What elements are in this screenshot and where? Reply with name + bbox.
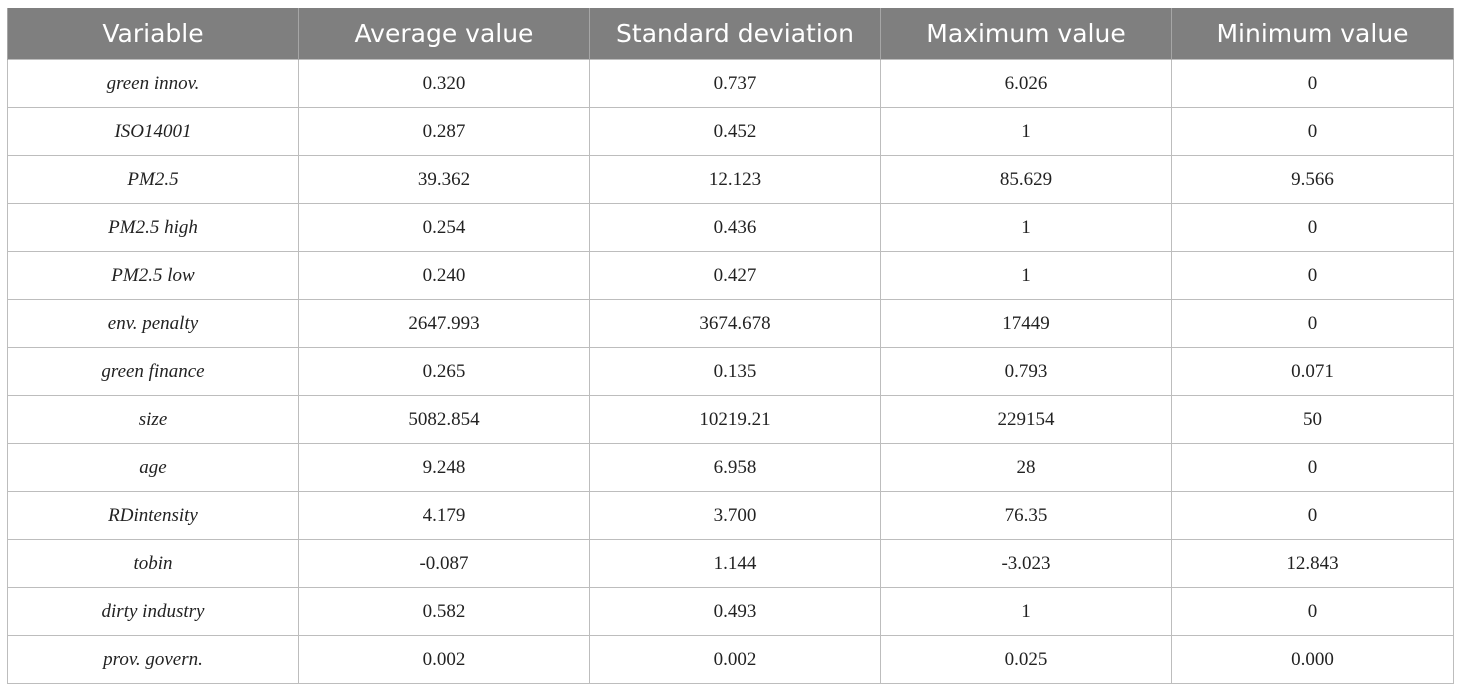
cell-maximum-value: 17449 (880, 299, 1172, 348)
cell-variable: age (7, 443, 299, 492)
table-row: PM2.5 39.362 12.123 85.629 9.566 (7, 155, 1454, 204)
table-row: green innov. 0.320 0.737 6.026 0 (7, 59, 1454, 108)
table-row: prov. govern. 0.002 0.002 0.025 0.000 (7, 635, 1454, 684)
cell-average-value: 39.362 (298, 155, 590, 204)
cell-minimum-value: 50 (1171, 395, 1454, 444)
table-row: size 5082.854 10219.21 229154 50 (7, 395, 1454, 444)
table-row: green finance 0.265 0.135 0.793 0.071 (7, 347, 1454, 396)
cell-average-value: 0.582 (298, 587, 590, 636)
table-row: env. penalty 2647.993 3674.678 17449 0 (7, 299, 1454, 348)
cell-standard-deviation: 3.700 (589, 491, 881, 540)
table-header: Variable Average value Standard deviatio… (7, 8, 1454, 60)
descriptive-statistics-table: Variable Average value Standard deviatio… (7, 8, 1454, 684)
cell-variable: green innov. (7, 59, 299, 108)
cell-minimum-value: 0 (1171, 59, 1454, 108)
cell-standard-deviation: 0.493 (589, 587, 881, 636)
header-minimum-value: Minimum value (1171, 8, 1454, 60)
cell-standard-deviation: 6.958 (589, 443, 881, 492)
cell-maximum-value: 1 (880, 203, 1172, 252)
cell-minimum-value: 0 (1171, 107, 1454, 156)
cell-maximum-value: 229154 (880, 395, 1172, 444)
cell-minimum-value: 0 (1171, 443, 1454, 492)
cell-average-value: 0.265 (298, 347, 590, 396)
cell-maximum-value: 28 (880, 443, 1172, 492)
cell-variable: env. penalty (7, 299, 299, 348)
cell-standard-deviation: 0.135 (589, 347, 881, 396)
table-row: RDintensity 4.179 3.700 76.35 0 (7, 491, 1454, 540)
statistics-table-container: Variable Average value Standard deviatio… (7, 8, 1454, 684)
table-row: PM2.5 low 0.240 0.427 1 0 (7, 251, 1454, 300)
cell-standard-deviation: 12.123 (589, 155, 881, 204)
header-row: Variable Average value Standard deviatio… (7, 8, 1454, 60)
cell-variable: PM2.5 (7, 155, 299, 204)
cell-variable: dirty industry (7, 587, 299, 636)
cell-average-value: 4.179 (298, 491, 590, 540)
cell-maximum-value: 76.35 (880, 491, 1172, 540)
header-variable: Variable (7, 8, 299, 60)
cell-average-value: 5082.854 (298, 395, 590, 444)
cell-standard-deviation: 0.002 (589, 635, 881, 684)
cell-minimum-value: 0 (1171, 203, 1454, 252)
cell-maximum-value: 1 (880, 587, 1172, 636)
table-row: dirty industry 0.582 0.493 1 0 (7, 587, 1454, 636)
cell-average-value: 0.320 (298, 59, 590, 108)
cell-variable: PM2.5 low (7, 251, 299, 300)
cell-variable: PM2.5 high (7, 203, 299, 252)
table-body: green innov. 0.320 0.737 6.026 0 ISO14001 0.28… (7, 59, 1454, 684)
cell-variable: RDintensity (7, 491, 299, 540)
cell-maximum-value: 1 (880, 107, 1172, 156)
cell-minimum-value: 0.000 (1171, 635, 1454, 684)
cell-variable: green finance (7, 347, 299, 396)
cell-maximum-value: 1 (880, 251, 1172, 300)
cell-minimum-value: 0.071 (1171, 347, 1454, 396)
cell-average-value: -0.087 (298, 539, 590, 588)
cell-standard-deviation: 3674.678 (589, 299, 881, 348)
cell-minimum-value: 0 (1171, 491, 1454, 540)
cell-maximum-value: -3.023 (880, 539, 1172, 588)
table-row: tobin -0.087 1.144 -3.023 12.843 (7, 539, 1454, 588)
cell-standard-deviation: 0.452 (589, 107, 881, 156)
cell-average-value: 0.254 (298, 203, 590, 252)
cell-maximum-value: 85.629 (880, 155, 1172, 204)
cell-maximum-value: 6.026 (880, 59, 1172, 108)
table-row: ISO14001 0.287 0.452 1 0 (7, 107, 1454, 156)
cell-average-value: 9.248 (298, 443, 590, 492)
header-average-value: Average value (298, 8, 590, 60)
cell-average-value: 0.240 (298, 251, 590, 300)
table-row: PM2.5 high 0.254 0.436 1 0 (7, 203, 1454, 252)
cell-minimum-value: 12.843 (1171, 539, 1454, 588)
cell-standard-deviation: 10219.21 (589, 395, 881, 444)
header-standard-deviation: Standard deviation (589, 8, 881, 60)
cell-variable: size (7, 395, 299, 444)
cell-average-value: 0.002 (298, 635, 590, 684)
cell-standard-deviation: 0.436 (589, 203, 881, 252)
cell-maximum-value: 0.025 (880, 635, 1172, 684)
cell-standard-deviation: 0.427 (589, 251, 881, 300)
cell-minimum-value: 0 (1171, 251, 1454, 300)
cell-minimum-value: 0 (1171, 299, 1454, 348)
cell-variable: prov. govern. (7, 635, 299, 684)
cell-minimum-value: 0 (1171, 587, 1454, 636)
cell-average-value: 2647.993 (298, 299, 590, 348)
cell-standard-deviation: 0.737 (589, 59, 881, 108)
table-row: age 9.248 6.958 28 0 (7, 443, 1454, 492)
cell-average-value: 0.287 (298, 107, 590, 156)
cell-minimum-value: 9.566 (1171, 155, 1454, 204)
cell-variable: tobin (7, 539, 299, 588)
cell-maximum-value: 0.793 (880, 347, 1172, 396)
cell-standard-deviation: 1.144 (589, 539, 881, 588)
header-maximum-value: Maximum value (880, 8, 1172, 60)
cell-variable: ISO14001 (7, 107, 299, 156)
